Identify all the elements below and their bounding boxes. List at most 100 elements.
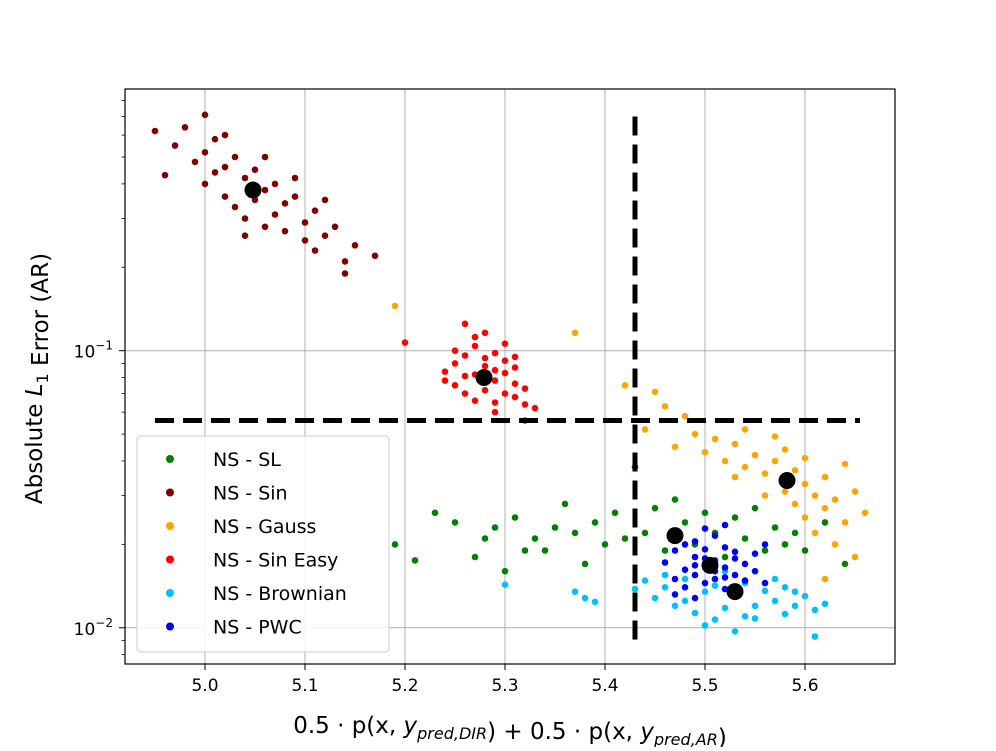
data-point xyxy=(801,592,809,600)
data-point xyxy=(531,404,539,412)
data-point xyxy=(491,349,499,357)
data-point xyxy=(341,270,349,277)
data-point xyxy=(451,360,459,367)
data-point xyxy=(691,430,699,438)
data-point xyxy=(371,252,379,260)
data-point xyxy=(591,519,599,526)
data-point xyxy=(231,203,239,211)
data-point xyxy=(771,457,779,465)
data-point xyxy=(401,339,409,346)
data-point xyxy=(801,454,809,462)
data-point xyxy=(471,342,479,350)
data-point xyxy=(561,500,569,508)
data-point xyxy=(681,566,689,573)
data-point xyxy=(481,354,489,362)
data-point xyxy=(671,591,679,598)
data-point xyxy=(221,131,229,139)
data-point xyxy=(751,602,759,610)
data-point xyxy=(761,579,769,587)
data-point xyxy=(791,500,799,508)
data-point xyxy=(761,541,769,548)
data-point xyxy=(691,594,699,602)
data-point xyxy=(511,353,519,361)
data-point xyxy=(671,496,679,503)
data-point xyxy=(501,390,509,397)
data-point xyxy=(241,215,249,222)
data-point xyxy=(601,541,609,548)
centroid-marker xyxy=(244,181,262,199)
data-point xyxy=(681,519,689,526)
legend-marker xyxy=(166,622,174,631)
data-point xyxy=(491,524,499,531)
data-point xyxy=(781,446,789,453)
data-point xyxy=(461,320,469,328)
data-point xyxy=(631,585,639,593)
data-point xyxy=(621,382,629,389)
centroid-marker xyxy=(666,527,684,545)
data-point xyxy=(391,541,399,548)
legend-label: NS - SL xyxy=(213,449,281,471)
data-point xyxy=(781,610,789,618)
x-tick-label: 5.3 xyxy=(491,676,518,696)
legend-label: NS - PWC xyxy=(213,617,302,639)
data-point xyxy=(451,519,459,526)
data-point xyxy=(571,529,579,537)
data-point xyxy=(741,560,749,568)
data-point xyxy=(251,166,259,173)
centroid-marker xyxy=(726,583,744,601)
data-point xyxy=(821,575,829,583)
data-point xyxy=(731,514,739,521)
data-point xyxy=(291,174,299,182)
data-point xyxy=(661,571,669,579)
data-point xyxy=(681,541,689,548)
data-point xyxy=(751,451,759,459)
data-point xyxy=(151,127,159,135)
data-point xyxy=(451,382,459,389)
data-point xyxy=(841,460,849,468)
data-point xyxy=(511,514,519,521)
series-2 xyxy=(391,302,869,583)
data-point xyxy=(521,385,529,392)
data-point xyxy=(241,174,249,182)
data-point xyxy=(731,548,739,556)
series-3 xyxy=(401,320,539,424)
data-point xyxy=(711,582,719,589)
data-point xyxy=(681,597,689,605)
data-point xyxy=(621,535,629,542)
data-point xyxy=(301,237,309,244)
data-point xyxy=(571,588,579,595)
data-point xyxy=(521,547,529,554)
data-point xyxy=(671,602,679,610)
data-point xyxy=(661,584,669,591)
data-point xyxy=(431,509,439,517)
data-point xyxy=(481,329,489,337)
data-point xyxy=(801,547,809,554)
data-point xyxy=(501,357,509,365)
data-point xyxy=(811,633,819,640)
data-point xyxy=(491,408,499,416)
data-point xyxy=(861,509,869,517)
data-point xyxy=(681,584,689,591)
data-point xyxy=(691,609,699,617)
data-point xyxy=(501,340,509,348)
series-5 xyxy=(661,521,769,602)
data-point xyxy=(811,529,819,537)
data-point xyxy=(521,401,529,408)
data-point xyxy=(571,329,579,337)
centroid-marker xyxy=(778,472,796,490)
data-point xyxy=(541,547,549,554)
data-point xyxy=(211,135,219,143)
data-point xyxy=(651,388,659,396)
data-point xyxy=(271,180,279,188)
data-point xyxy=(641,577,649,584)
data-point xyxy=(701,588,709,595)
y-axis-label: Absolute L1 Error (AR) xyxy=(22,253,54,504)
data-point xyxy=(761,587,769,595)
data-point xyxy=(201,180,209,188)
data-point xyxy=(821,473,829,481)
data-point xyxy=(641,426,649,433)
y-ticks: 10−2 10−1 xyxy=(74,100,125,656)
data-point xyxy=(261,223,269,231)
